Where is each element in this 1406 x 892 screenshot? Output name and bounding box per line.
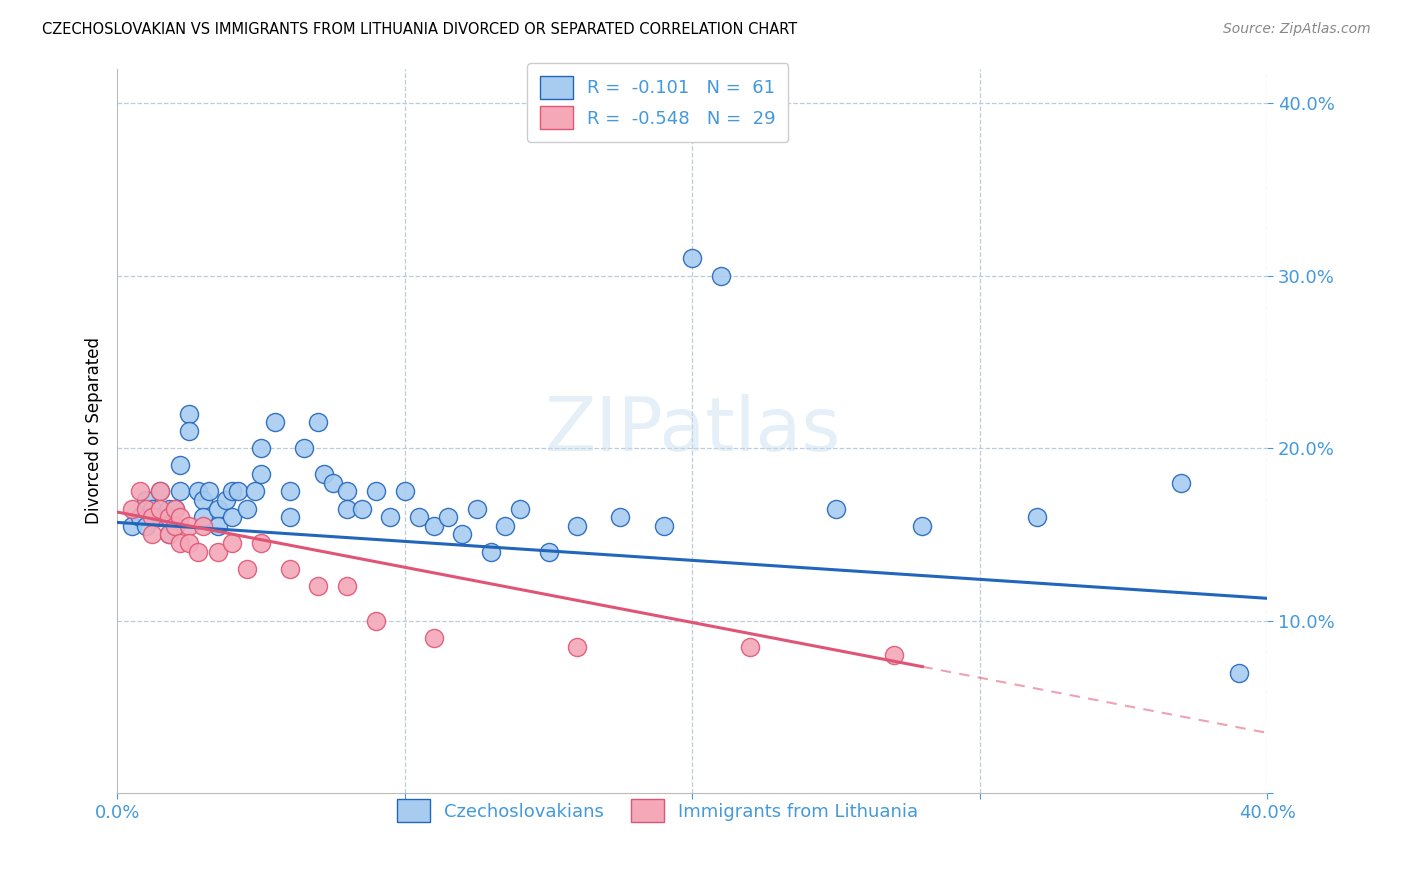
Point	[169, 458, 191, 473]
Point	[163, 519, 186, 533]
Point	[177, 536, 200, 550]
Point	[149, 501, 172, 516]
Point	[207, 501, 229, 516]
Point	[567, 519, 589, 533]
Legend: Czechoslovakians, Immigrants from Lithuania: Czechoslovakians, Immigrants from Lithua…	[385, 787, 931, 835]
Point	[336, 579, 359, 593]
Point	[149, 484, 172, 499]
Point	[738, 640, 761, 654]
Point	[825, 501, 848, 516]
Point	[308, 415, 330, 429]
Point	[193, 519, 215, 533]
Point	[141, 527, 163, 541]
Point	[177, 424, 200, 438]
Point	[451, 527, 474, 541]
Point	[465, 501, 488, 516]
Point	[187, 484, 209, 499]
Point	[394, 484, 416, 499]
Point	[135, 501, 157, 516]
Point	[193, 510, 215, 524]
Point	[609, 510, 631, 524]
Text: Source: ZipAtlas.com: Source: ZipAtlas.com	[1223, 22, 1371, 37]
Point	[198, 484, 221, 499]
Point	[157, 527, 180, 541]
Point	[157, 527, 180, 541]
Point	[883, 648, 905, 663]
Point	[567, 640, 589, 654]
Point	[250, 441, 273, 455]
Point	[169, 510, 191, 524]
Point	[250, 536, 273, 550]
Point	[336, 501, 359, 516]
Point	[250, 467, 273, 481]
Point	[314, 467, 336, 481]
Point	[157, 501, 180, 516]
Point	[509, 501, 531, 516]
Point	[494, 519, 516, 533]
Point	[308, 579, 330, 593]
Point	[322, 475, 344, 490]
Point	[278, 484, 301, 499]
Point	[1026, 510, 1049, 524]
Point	[221, 536, 243, 550]
Point	[221, 510, 243, 524]
Point	[163, 501, 186, 516]
Point	[681, 252, 703, 266]
Point	[226, 484, 249, 499]
Point	[408, 510, 430, 524]
Point	[364, 614, 387, 628]
Point	[422, 519, 444, 533]
Point	[652, 519, 675, 533]
Point	[1227, 665, 1250, 680]
Point	[364, 484, 387, 499]
Point	[537, 545, 560, 559]
Point	[710, 268, 733, 283]
Point	[141, 510, 163, 524]
Point	[135, 492, 157, 507]
Y-axis label: Divorced or Separated: Divorced or Separated	[86, 337, 103, 524]
Point	[207, 545, 229, 559]
Point	[129, 510, 152, 524]
Point	[215, 492, 238, 507]
Point	[187, 545, 209, 559]
Text: CZECHOSLOVAKIAN VS IMMIGRANTS FROM LITHUANIA DIVORCED OR SEPARATED CORRELATION C: CZECHOSLOVAKIAN VS IMMIGRANTS FROM LITHU…	[42, 22, 797, 37]
Point	[235, 562, 257, 576]
Point	[157, 510, 180, 524]
Point	[163, 501, 186, 516]
Point	[149, 484, 172, 499]
Point	[437, 510, 460, 524]
Point	[1170, 475, 1192, 490]
Point	[350, 501, 373, 516]
Text: ZIPatlas: ZIPatlas	[544, 394, 841, 467]
Point	[221, 484, 243, 499]
Point	[278, 510, 301, 524]
Point	[380, 510, 402, 524]
Point	[336, 484, 359, 499]
Point	[141, 501, 163, 516]
Point	[207, 519, 229, 533]
Point	[278, 562, 301, 576]
Point	[911, 519, 934, 533]
Point	[135, 519, 157, 533]
Point	[479, 545, 502, 559]
Point	[235, 501, 257, 516]
Point	[129, 484, 152, 499]
Point	[292, 441, 315, 455]
Point	[163, 519, 186, 533]
Point	[264, 415, 287, 429]
Point	[422, 631, 444, 645]
Point	[149, 510, 172, 524]
Point	[177, 519, 200, 533]
Point	[193, 492, 215, 507]
Point	[177, 407, 200, 421]
Point	[121, 519, 143, 533]
Point	[169, 536, 191, 550]
Point	[121, 501, 143, 516]
Point	[169, 484, 191, 499]
Point	[245, 484, 267, 499]
